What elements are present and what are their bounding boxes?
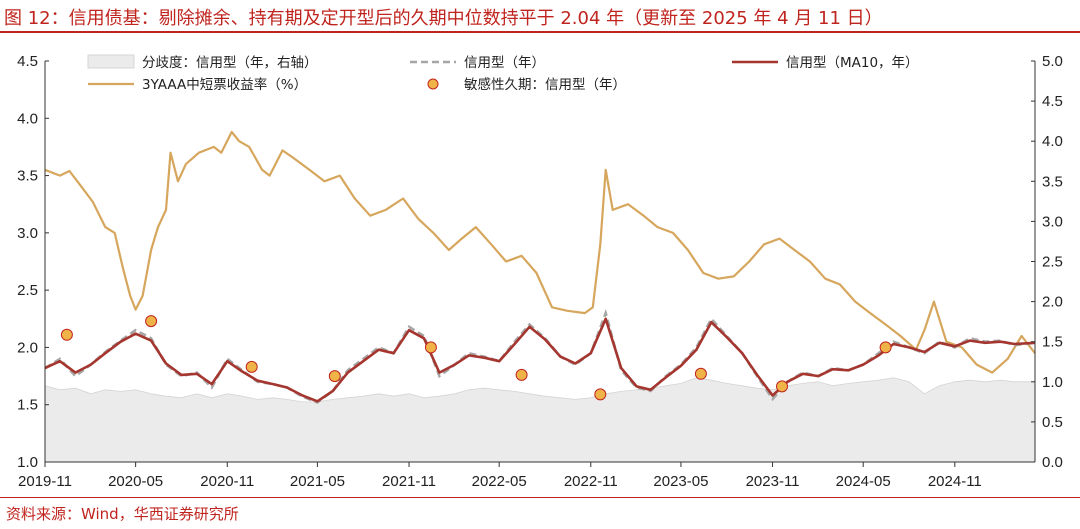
right-tick-label: 1.0 xyxy=(1042,374,1063,391)
duration-line-layer xyxy=(44,308,1036,404)
legend-label: 信用型（MA10，年） xyxy=(786,55,919,71)
left-tick-label: 1.0 xyxy=(17,454,38,471)
right-tick-label: 2.5 xyxy=(1042,254,1063,271)
x-tick-label: 2022-05 xyxy=(472,473,527,490)
right-tick-label: 0.5 xyxy=(1042,414,1063,431)
x-tick-label: 2024-11 xyxy=(928,473,982,490)
duration-line xyxy=(44,308,1036,404)
x-tick-label: 2020-11 xyxy=(200,473,254,490)
axes-layer: 1.0 1.5 2.0 2.5 3.0 3.5 4.0 4.5 0.0 0.5 1.0 1.5 2.0 2… xyxy=(17,53,1063,490)
right-tick-label: 4.5 xyxy=(1042,93,1063,110)
chart-canvas: 1.0 1.5 2.0 2.5 3.0 3.5 4.0 4.5 0.0 0.5 1.0 1.5 2.0 2… xyxy=(17,53,1063,490)
sensitivity-marker xyxy=(60,328,73,341)
left-tick-label: 2.5 xyxy=(17,282,38,299)
dispersion-area xyxy=(44,377,1036,463)
sensitivity-marker-layer xyxy=(60,315,892,401)
legend-label: 敏感性久期：信用型（年） xyxy=(464,76,626,93)
left-tick-label: 2.0 xyxy=(17,339,38,356)
legend-item-yield: 3YAAA中短票收益率（%） xyxy=(88,76,307,93)
x-tick-label: 2021-05 xyxy=(290,473,345,490)
x-tick-label: 2020-05 xyxy=(108,473,163,490)
legend-label: 信用型（年） xyxy=(464,55,545,71)
left-tick-label: 1.5 xyxy=(17,397,38,414)
x-tick-label: 2022-11 xyxy=(564,473,618,490)
left-tick-label: 3.5 xyxy=(17,168,38,185)
sensitivity-marker xyxy=(594,388,607,401)
right-tick-label: 0.0 xyxy=(1042,454,1063,471)
legend-swatch-markers xyxy=(427,78,439,90)
legend-item-dispersion: 分歧度：信用型（年，右轴） xyxy=(87,54,318,71)
legend-item-markers: 敏感性久期：信用型（年） xyxy=(427,76,626,93)
title-rule xyxy=(0,31,1080,33)
legend-item-duration: 信用型（年） xyxy=(410,55,545,71)
right-tick-label: 5.0 xyxy=(1042,53,1063,70)
source-rule xyxy=(0,497,1080,498)
right-tick-label: 3.5 xyxy=(1042,173,1063,190)
right-tick-label: 2.0 xyxy=(1042,294,1063,311)
ma10-line-layer xyxy=(44,317,1036,403)
x-tick-label: 2021-11 xyxy=(382,473,436,490)
sensitivity-marker xyxy=(776,380,788,393)
sensitivity-marker xyxy=(328,370,341,383)
chart-title: 图 12：信用债基：剔除摊余、持有期及定开型后的久期中位数持平于 2.04 年（… xyxy=(4,8,883,29)
right-tick-label: 4.0 xyxy=(1042,133,1063,150)
title-bar: 图 12：信用债基：剔除摊余、持有期及定开型后的久期中位数持平于 2.04 年（… xyxy=(0,0,1080,30)
source-note: 资料来源：Wind，华西证券研究所 xyxy=(6,505,239,523)
legend: 分歧度：信用型（年，右轴） 信用型（年） 信用型（MA10，年） 3YAAA中短票收益… xyxy=(87,54,919,93)
dispersion-area-layer xyxy=(44,377,1036,463)
sensitivity-marker xyxy=(245,360,258,373)
sensitivity-marker xyxy=(694,367,707,380)
sensitivity-marker xyxy=(145,315,158,328)
yield-line xyxy=(44,130,1036,374)
left-tick-label: 4.5 xyxy=(17,53,38,70)
ma10-line xyxy=(44,317,1036,403)
legend-label: 3YAAA中短票收益率（%） xyxy=(142,76,307,93)
sensitivity-marker xyxy=(424,341,437,354)
x-tick-label: 2023-11 xyxy=(746,473,800,490)
sensitivity-marker xyxy=(515,368,528,381)
sensitivity-marker xyxy=(879,341,892,354)
left-tick-label: 3.0 xyxy=(17,225,38,242)
legend-item-ma10: 信用型（MA10，年） xyxy=(732,55,919,71)
right-tick-label: 3.0 xyxy=(1042,213,1063,230)
x-tick-label: 2024-05 xyxy=(836,473,891,490)
yield-line-layer xyxy=(44,130,1036,374)
x-tick-label: 2023-05 xyxy=(653,473,708,490)
x-tick-label: 2019-11 xyxy=(18,473,72,490)
legend-label: 分歧度：信用型（年，右轴） xyxy=(142,55,318,71)
legend-swatch-dispersion xyxy=(87,54,135,69)
left-tick-label: 4.0 xyxy=(17,110,38,127)
right-tick-label: 1.5 xyxy=(1042,334,1063,351)
